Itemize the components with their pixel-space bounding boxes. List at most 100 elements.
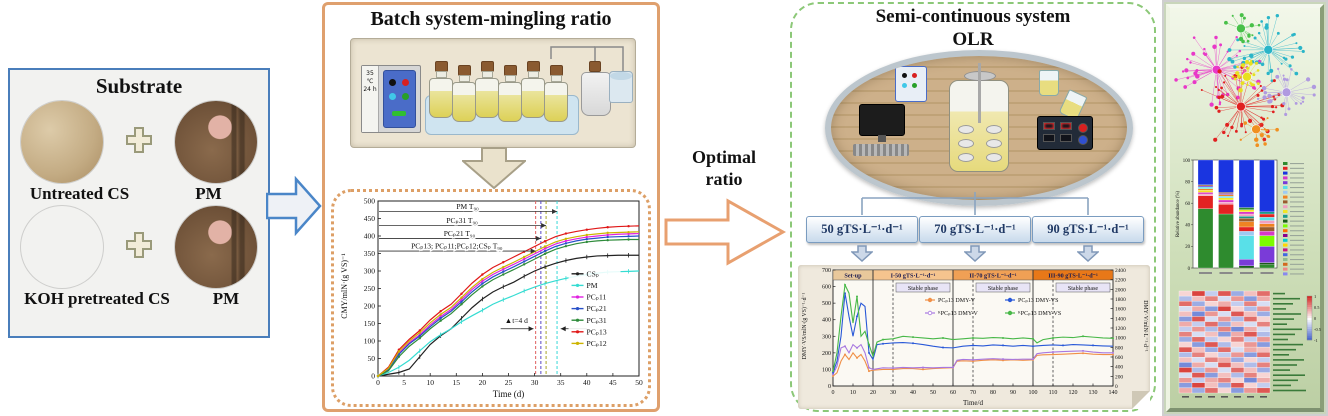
svg-text:60: 60 xyxy=(950,390,956,396)
svg-text:PCₚ31: PCₚ31 xyxy=(587,316,607,325)
svg-text:300: 300 xyxy=(822,334,831,340)
svg-text:PCₚ13 DMY-V: PCₚ13 DMY-V xyxy=(938,298,976,304)
untreated-cs-photo xyxy=(20,101,103,183)
svg-text:400: 400 xyxy=(822,318,831,324)
svg-text:400: 400 xyxy=(1115,365,1123,371)
semi-continuous-chart: Set-up I-50 gTS·L⁻¹·d⁻¹ II-70 gTS·L⁻¹·d⁻¹ I… xyxy=(801,268,1148,407)
svg-text:35: 35 xyxy=(557,378,565,387)
svg-text:PCₚ12: PCₚ12 xyxy=(587,339,607,348)
svg-text:ᴷPCₚ13 DMY-VS: ᴷPCₚ13 DMY-VS xyxy=(1018,311,1061,317)
reactor-controller-icon xyxy=(895,66,927,102)
svg-text:100: 100 xyxy=(364,337,376,346)
svg-text:40: 40 xyxy=(910,390,916,396)
svg-text:PCₚ21 T₉₀: PCₚ21 T₉₀ xyxy=(444,229,476,238)
svg-text:350: 350 xyxy=(364,249,376,258)
svg-text:140: 140 xyxy=(1109,390,1118,396)
svg-text:2400: 2400 xyxy=(1115,268,1126,274)
svg-text:PCₚ31 T₉₀: PCₚ31 T₉₀ xyxy=(446,216,478,225)
svg-text:20: 20 xyxy=(1185,245,1190,250)
koh-cs-photo xyxy=(21,206,103,288)
svg-text:Time/d: Time/d xyxy=(963,399,983,407)
svg-text:450: 450 xyxy=(364,214,376,223)
svg-text:▲t=4 d: ▲t=4 d xyxy=(505,316,528,325)
substrate-title: Substrate xyxy=(95,74,183,98)
svg-text:0: 0 xyxy=(376,378,380,387)
svg-text:-0.5: -0.5 xyxy=(1314,327,1322,332)
pm-photo xyxy=(175,206,258,288)
pm-label: PM xyxy=(195,184,222,203)
olr-down-arrow-icon xyxy=(1076,245,1100,267)
svg-text:50: 50 xyxy=(635,378,643,387)
svg-text:0: 0 xyxy=(832,390,835,396)
batch-chart-box: 0 5 10 15 20 25 30 35 40 45 50 0 50 100 150 200 250 300 35… xyxy=(331,189,651,407)
svg-text:90: 90 xyxy=(1010,390,1016,396)
cstr-reactor-icon xyxy=(949,63,1009,172)
svg-text:700: 700 xyxy=(822,268,831,274)
batch-to-semi-arrow-icon xyxy=(664,196,787,273)
pm-photo xyxy=(175,101,258,183)
svg-text:5: 5 xyxy=(402,378,406,387)
svg-text:80: 80 xyxy=(990,390,996,396)
svg-text:400: 400 xyxy=(364,232,376,241)
svg-text:10: 10 xyxy=(850,390,856,396)
svg-text:10: 10 xyxy=(426,378,434,387)
svg-text:110: 110 xyxy=(1049,390,1058,396)
svg-text:130: 130 xyxy=(1089,390,1098,396)
svg-text:II-70 gTS·L⁻¹·d⁻¹: II-70 gTS·L⁻¹·d⁻¹ xyxy=(969,273,1016,280)
svg-text:0: 0 xyxy=(1115,384,1118,390)
svg-text:-1: -1 xyxy=(1314,338,1318,343)
batch-title: Batch system-mingling ratio xyxy=(370,8,612,30)
microbial-panel-frame: 0 20 40 60 80 100 Relative abundance (%) 1 0.5 0… xyxy=(1166,4,1324,412)
batch-bottle-icon xyxy=(452,65,476,122)
batch-down-arrow-icon xyxy=(460,147,528,194)
svg-text:50: 50 xyxy=(368,354,376,363)
svg-text:1000: 1000 xyxy=(1115,336,1126,342)
svg-text:300: 300 xyxy=(364,267,376,276)
plus-icon xyxy=(124,125,154,160)
svg-text:1: 1 xyxy=(1314,294,1316,299)
semi-reactor-illustration xyxy=(825,50,1133,206)
svg-text:Stable phase: Stable phase xyxy=(908,286,938,292)
pm-label: PM xyxy=(212,289,240,308)
batch-bottle-icon xyxy=(544,65,568,122)
svg-text:600: 600 xyxy=(822,285,831,291)
svg-text:1600: 1600 xyxy=(1115,307,1126,313)
gas-tubing-icon xyxy=(550,46,624,71)
svg-text:2200: 2200 xyxy=(1115,278,1126,284)
svg-text:200: 200 xyxy=(1115,374,1123,380)
svg-text:CMY/mlN·(g VS)⁻¹: CMY/mlN·(g VS)⁻¹ xyxy=(340,253,349,319)
svg-text:0: 0 xyxy=(828,384,831,390)
svg-text:20: 20 xyxy=(479,378,487,387)
svg-text:600: 600 xyxy=(1115,355,1123,361)
keyboard-icon xyxy=(853,144,909,156)
svg-text:120: 120 xyxy=(1069,390,1078,396)
incubator-controller-icon: 35 ℃ 24 h xyxy=(361,65,421,133)
svg-text:0: 0 xyxy=(1314,316,1317,321)
svg-text:0: 0 xyxy=(1188,267,1191,272)
svg-text:PM T₉₀: PM T₉₀ xyxy=(456,202,479,211)
semi-title-line2: OLR xyxy=(952,29,994,50)
water-bath-icon xyxy=(609,71,633,103)
svg-text:100: 100 xyxy=(1029,390,1038,396)
svg-text:PCₚ21: PCₚ21 xyxy=(587,304,607,313)
svg-text:50: 50 xyxy=(930,390,936,396)
svg-text:150: 150 xyxy=(364,319,376,328)
svg-text:15: 15 xyxy=(453,378,461,387)
microbial-analysis-panel: 0 20 40 60 80 100 Relative abundance (%) 1 0.5 0… xyxy=(1162,0,1328,416)
svg-text:ᴷPCₚ13 DMY-V: ᴷPCₚ13 DMY-V xyxy=(938,311,978,317)
svg-text:Time (d): Time (d) xyxy=(493,389,524,399)
batch-panel: Batch system-mingling ratio 35 ℃ 24 h xyxy=(322,2,660,412)
svg-text:500: 500 xyxy=(364,197,376,206)
svg-text:0: 0 xyxy=(371,372,375,381)
controller-temp-label: 35 ℃ xyxy=(366,70,374,85)
svg-text:800: 800 xyxy=(1115,345,1123,351)
olr-down-arrow-icon xyxy=(963,245,987,267)
svg-text:Stable phase: Stable phase xyxy=(1068,286,1098,292)
computer-monitor-icon xyxy=(859,104,905,142)
svg-text:60: 60 xyxy=(1185,202,1190,207)
svg-text:2000: 2000 xyxy=(1115,287,1126,293)
batch-apparatus-illustration: 35 ℃ 24 h xyxy=(350,38,636,148)
svg-text:III-90 gTS·L⁻¹·d⁻¹: III-90 gTS·L⁻¹·d⁻¹ xyxy=(1048,273,1098,280)
correlation-heatmap-figure: 1 0.5 0 -0.5 -1 xyxy=(1178,290,1322,398)
